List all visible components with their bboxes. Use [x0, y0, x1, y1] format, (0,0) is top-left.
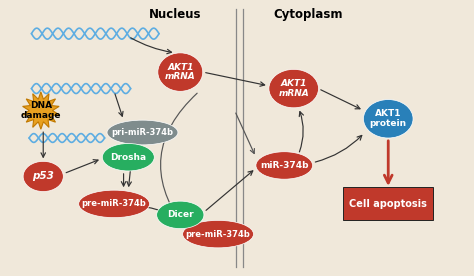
Text: Cytoplasm: Cytoplasm — [273, 7, 343, 20]
Text: AKT1
mRNA: AKT1 mRNA — [165, 63, 196, 81]
Ellipse shape — [256, 152, 313, 179]
Ellipse shape — [269, 69, 319, 108]
Text: Nucleus: Nucleus — [149, 7, 202, 20]
Text: Dicer: Dicer — [167, 210, 193, 219]
Ellipse shape — [156, 201, 204, 229]
Text: AKT1
mRNA: AKT1 mRNA — [278, 79, 309, 98]
Ellipse shape — [107, 120, 178, 145]
Text: miR-374b: miR-374b — [260, 161, 309, 170]
Ellipse shape — [23, 161, 64, 192]
Text: Cell apoptosis: Cell apoptosis — [349, 199, 427, 209]
Ellipse shape — [182, 220, 254, 248]
Text: pre-miR-374b: pre-miR-374b — [82, 199, 146, 208]
Text: Drosha: Drosha — [110, 153, 146, 162]
Ellipse shape — [158, 53, 203, 91]
Ellipse shape — [102, 144, 155, 171]
FancyBboxPatch shape — [343, 187, 433, 220]
Text: DNA
damage: DNA damage — [20, 101, 61, 120]
Ellipse shape — [364, 100, 413, 138]
Text: pri-miR-374b: pri-miR-374b — [111, 128, 173, 137]
Ellipse shape — [79, 190, 150, 218]
Text: AKT1
protein: AKT1 protein — [370, 109, 407, 128]
Polygon shape — [23, 92, 59, 129]
Text: p53: p53 — [32, 171, 54, 181]
Text: pre-miR-374b: pre-miR-374b — [186, 230, 250, 239]
